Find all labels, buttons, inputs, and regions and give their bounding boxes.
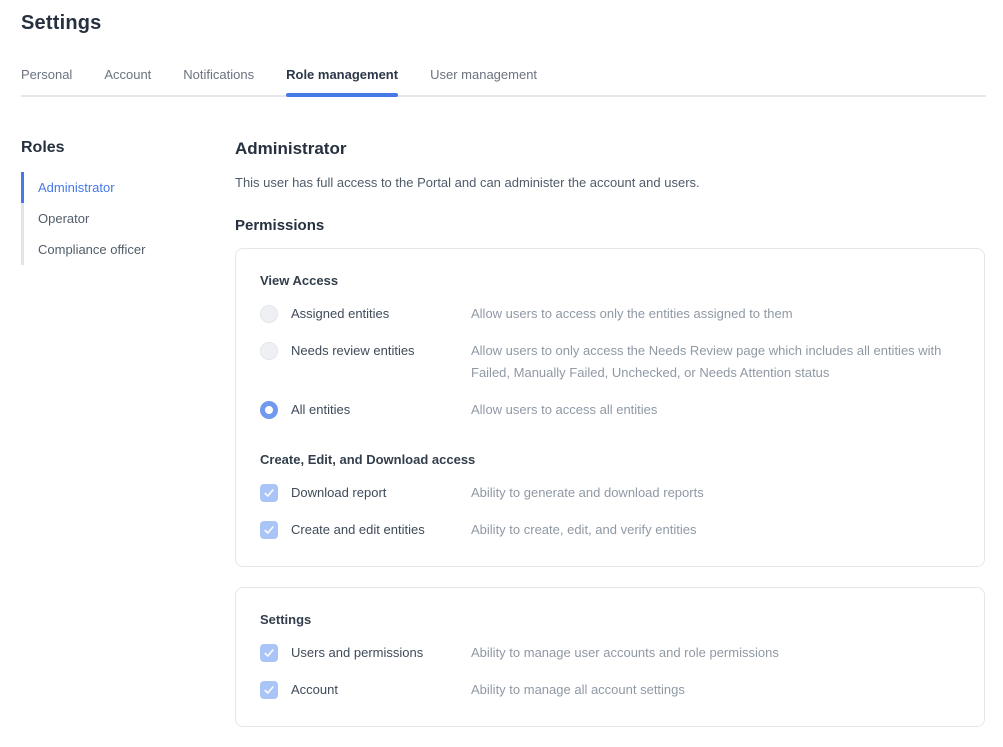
permissions-card: View Access Assigned entities Allow users …	[235, 248, 985, 567]
role-list: Administrator Operator Compliance officer	[21, 172, 235, 265]
tab-account[interactable]: Account	[104, 67, 151, 95]
permission-row: Download report Ability to generate and d…	[260, 484, 960, 504]
permission-label[interactable]: Download report	[291, 485, 387, 500]
check-icon	[264, 489, 274, 497]
permission-section-settings: Settings Users and permissions Ability to …	[260, 612, 960, 701]
permission-section-view-access: View Access Assigned entities Allow users …	[260, 273, 960, 421]
permission-row: Create and edit entities Ability to creat…	[260, 521, 960, 541]
check-icon	[264, 686, 274, 694]
permission-description: Allow users to access all entities	[471, 402, 658, 417]
permission-row: Needs review entities Allow users to only…	[260, 342, 960, 384]
radio-assigned-entities[interactable]	[260, 305, 278, 323]
tab-user-management[interactable]: User management	[430, 67, 537, 95]
page-title: Settings	[21, 12, 102, 34]
sidebar-item-compliance-officer[interactable]: Compliance officer	[21, 234, 235, 265]
permission-option: All entities	[260, 401, 471, 419]
role-detail-panel: Administrator This user has full access …	[235, 97, 985, 727]
permission-option: Needs review entities	[260, 342, 471, 360]
radio-needs-review-entities[interactable]	[260, 342, 278, 360]
tab-role-management[interactable]: Role management	[286, 67, 398, 97]
permission-option: Assigned entities	[260, 305, 471, 323]
permission-description: Ability to manage user accounts and role…	[471, 645, 779, 660]
permission-section-create-edit-and-download-access: Create, Edit, and Download access Downloa…	[260, 452, 960, 541]
permission-label[interactable]: Account	[291, 682, 338, 697]
permission-label[interactable]: Users and permissions	[291, 645, 424, 660]
permission-option: Create and edit entities	[260, 521, 471, 539]
checkbox-account[interactable]	[260, 681, 278, 699]
tab-bar: Personal Account Notifications Role managem…	[21, 67, 986, 97]
permission-description: Ability to generate and download reports	[471, 485, 704, 500]
section-title: View Access	[260, 273, 339, 288]
permission-row: Users and permissions Ability to manage u…	[260, 644, 960, 664]
permission-row: Assigned entities Allow users to access o…	[260, 305, 960, 325]
tab-personal[interactable]: Personal	[21, 67, 72, 95]
permission-label[interactable]: Needs review entities	[291, 343, 415, 358]
roles-sidebar: Roles Administrator Operator Compliance of…	[21, 97, 235, 727]
tab-notifications[interactable]: Notifications	[183, 67, 254, 95]
permission-option: Account	[260, 681, 471, 699]
permission-description: Ability to manage all account settings	[471, 682, 685, 697]
permission-row: Account Ability to manage all account set…	[260, 681, 960, 701]
section-title: Create, Edit, and Download access	[260, 452, 476, 467]
permission-option: Users and permissions	[260, 644, 471, 662]
permission-description: Allow users to only access the Needs Rev…	[471, 343, 942, 380]
permissions-heading: Permissions	[235, 217, 325, 234]
roles-title: Roles	[21, 139, 65, 156]
checkbox-users-and-permissions[interactable]	[260, 644, 278, 662]
permission-row: All entities Allow users to access all en…	[260, 401, 960, 421]
permissions-card: Settings Users and permissions Ability to …	[235, 587, 985, 727]
section-title: Settings	[260, 612, 312, 627]
sidebar-item-operator[interactable]: Operator	[21, 203, 235, 234]
check-icon	[264, 526, 274, 534]
permission-label[interactable]: Create and edit entities	[291, 522, 425, 537]
permission-cards: View Access Assigned entities Allow users …	[235, 248, 985, 727]
permission-option: Download report	[260, 484, 471, 502]
content-area: Roles Administrator Operator Compliance of…	[21, 97, 985, 727]
checkbox-create-and-edit-entities[interactable]	[260, 521, 278, 539]
permission-label[interactable]: Assigned entities	[291, 306, 390, 321]
radio-all-entities[interactable]	[260, 401, 278, 419]
role-heading: Administrator	[235, 139, 347, 158]
check-icon	[264, 649, 274, 657]
permission-description: Ability to create, edit, and verify enti…	[471, 522, 697, 537]
permission-description: Allow users to access only the entities …	[471, 306, 793, 321]
sidebar-item-administrator[interactable]: Administrator	[21, 172, 235, 203]
permission-label[interactable]: All entities	[291, 402, 351, 417]
checkbox-download-report[interactable]	[260, 484, 278, 502]
role-description: This user has full access to the Portal …	[235, 175, 700, 190]
